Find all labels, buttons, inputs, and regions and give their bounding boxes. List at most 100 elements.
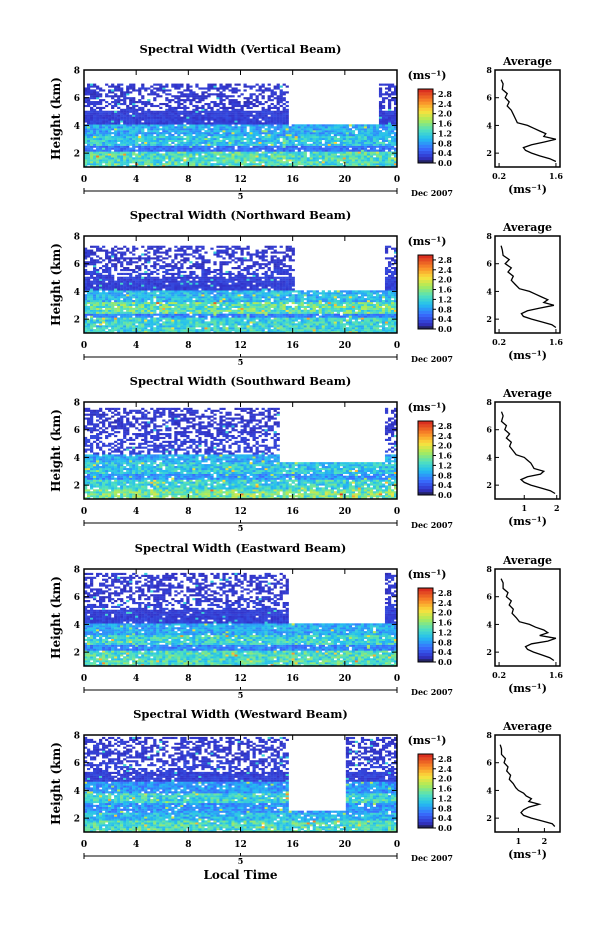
heatmap-cell: [384, 114, 389, 117]
heatmap-cell: [321, 159, 325, 162]
heatmap-cell: [351, 134, 356, 137]
heatmap-cell: [339, 157, 344, 160]
heatmap-cell: [300, 141, 304, 144]
heatmap-cell: [216, 149, 220, 152]
heatmap-cell: [261, 108, 265, 111]
heatmap-cell: [201, 300, 205, 303]
heatmap-cell: [138, 329, 142, 332]
colorbar-segment: [418, 113, 433, 118]
heatmap-cell: [123, 134, 127, 137]
heatmap-cell: [252, 120, 256, 123]
heatmap-cell: [111, 327, 115, 330]
colorbar-tick-label: 0.4: [438, 148, 452, 158]
heatmap-cell: [381, 147, 386, 150]
heatmap-cell: [153, 321, 157, 324]
heatmap-cell: [168, 288, 172, 291]
heatmap-cell: [207, 305, 211, 308]
heatmap-cell: [87, 93, 91, 96]
heatmap-cell: [198, 95, 202, 98]
heatmap-cell: [144, 280, 148, 283]
heatmap-cell: [129, 315, 133, 318]
heatmap-cell: [384, 155, 389, 158]
heatmap-cell: [99, 282, 103, 285]
heatmap-cell: [306, 147, 310, 150]
heatmap-cell: [198, 120, 202, 123]
heatmap-cell: [390, 91, 395, 94]
heatmap-cell: [192, 329, 196, 332]
heatmap-cell: [276, 147, 280, 150]
heatmap-cell: [228, 83, 232, 86]
heatmap-cell: [150, 286, 154, 289]
heatmap-cell: [288, 143, 292, 146]
heatmap-cell: [96, 270, 100, 274]
heatmap-cell: [108, 276, 112, 279]
heatmap-cell: [141, 149, 145, 152]
heatmap-cell: [165, 272, 169, 275]
heatmap-cell: [195, 305, 199, 308]
heatmap-cell: [99, 294, 103, 297]
heatmap-cell: [246, 145, 250, 148]
heatmap-cell: [87, 278, 91, 281]
heatmap-cell: [321, 155, 325, 158]
heatmap-cell: [153, 110, 157, 113]
heatmap-cell: [246, 137, 250, 141]
heatmap-cell: [213, 305, 217, 308]
heatmap-cell: [285, 157, 289, 160]
heatmap-cell: [180, 300, 184, 303]
heatmap-cell: [291, 132, 295, 135]
heatmap-cell: [363, 141, 368, 144]
heatmap-cell: [216, 118, 220, 121]
heatmap-cell: [210, 83, 214, 86]
heatmap-cell: [102, 305, 106, 308]
heatmap-cell: [126, 309, 130, 312]
heatmap-cell: [129, 284, 133, 287]
heatmap-cell: [189, 116, 193, 119]
heatmap-cell: [366, 130, 371, 133]
heatmap-cell: [219, 315, 223, 318]
heatmap-cell: [90, 120, 94, 123]
heatmap-cell: [96, 272, 100, 275]
heatmap-cell: [384, 139, 389, 142]
heatmap-cell: [330, 128, 334, 131]
heatmap-cell: [108, 288, 112, 291]
heatmap-cell: [180, 147, 184, 150]
heatmap-cell: [147, 331, 151, 334]
heatmap-cell: [111, 284, 115, 287]
heatmap-cell: [138, 317, 142, 320]
heatmap-cell: [87, 137, 91, 141]
heatmap-cell: [261, 130, 265, 133]
heatmap-cell: [261, 95, 265, 98]
heatmap-cell: [237, 114, 241, 117]
heatmap-cell: [204, 95, 208, 98]
heatmap-cell: [192, 303, 196, 307]
heatmap-cell: [153, 245, 157, 248]
heatmap-cell: [108, 151, 112, 154]
heatmap-cell: [114, 124, 118, 127]
heatmap-cell: [87, 294, 91, 297]
heatmap-cell: [126, 280, 130, 283]
heatmap-cell: [168, 272, 172, 275]
heatmap-cell: [177, 282, 181, 285]
heatmap-cell: [153, 163, 157, 166]
heatmap-cell: [234, 135, 238, 139]
heatmap-cell: [96, 307, 100, 310]
heatmap-cell: [126, 114, 130, 117]
heatmap-cell: [195, 120, 199, 123]
heatmap-cell: [387, 99, 392, 102]
heatmap-cell: [96, 97, 100, 100]
heatmap-cell: [144, 276, 148, 279]
heatmap-cell: [141, 97, 145, 100]
heatmap-cell: [261, 139, 265, 142]
heatmap-cell: [285, 108, 289, 111]
heatmap-cell: [318, 134, 322, 137]
heatmap-cell: [96, 157, 100, 160]
heatmap-cell: [243, 153, 247, 156]
heatmap-cell: [102, 130, 106, 133]
heatmap-cell: [96, 313, 100, 316]
heatmap-cell: [186, 278, 190, 281]
heatmap-cell: [114, 301, 118, 305]
heatmap-cell: [180, 118, 184, 121]
heatmap-cell: [162, 309, 166, 312]
heatmap-cell: [273, 137, 277, 141]
heatmap-cell: [360, 139, 365, 142]
